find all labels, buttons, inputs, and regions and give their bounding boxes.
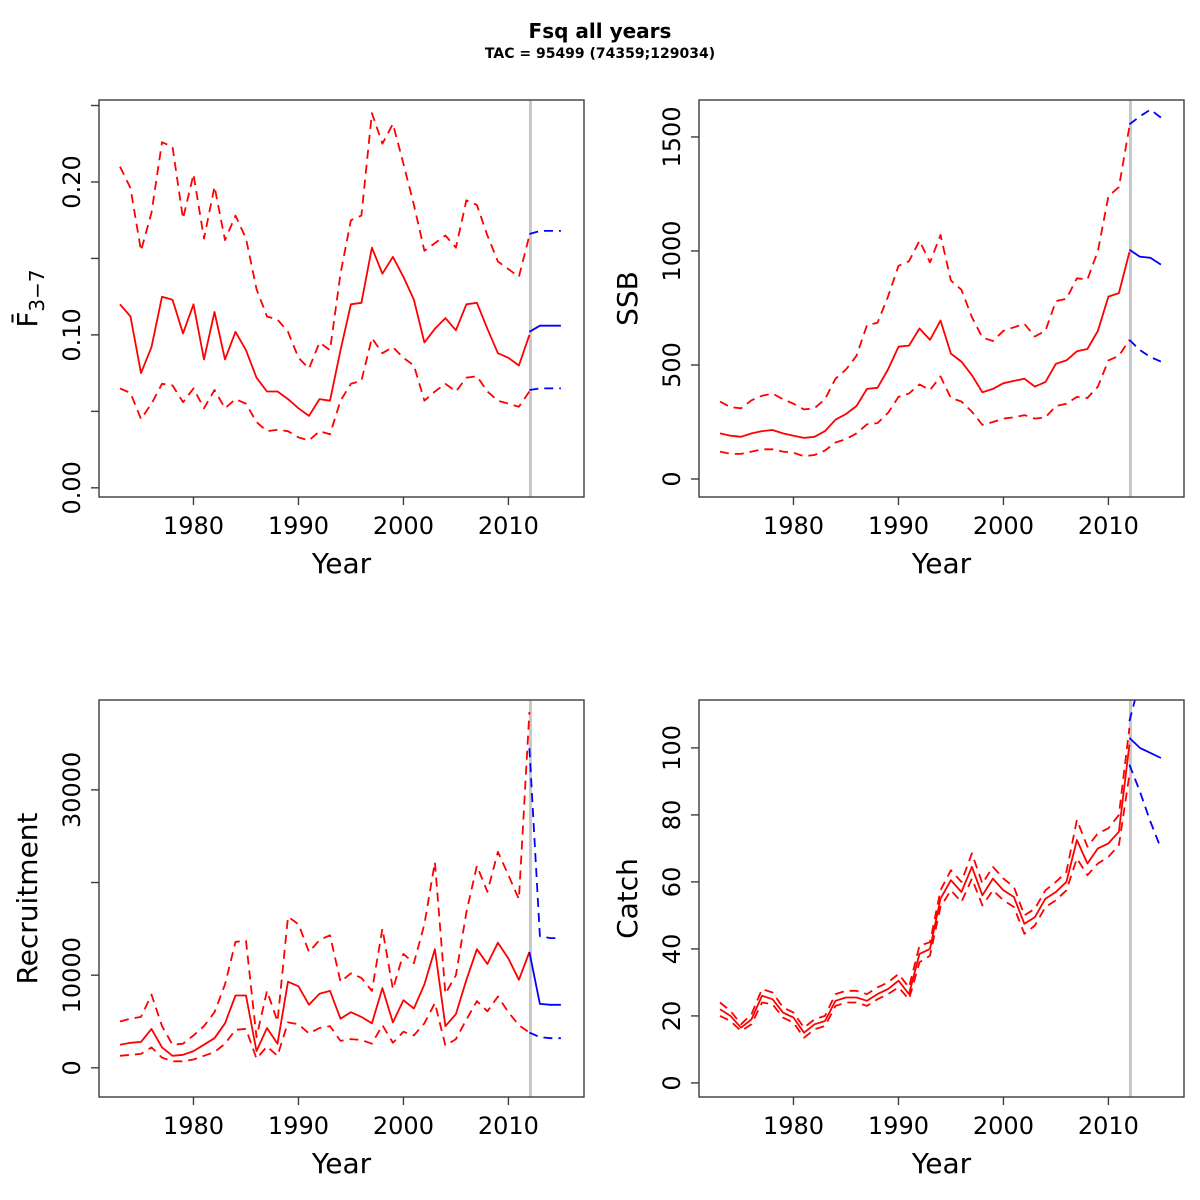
panel-frame	[698, 99, 1185, 498]
y-tick-label: 500	[658, 342, 686, 388]
plot-area-f37	[119, 100, 561, 497]
panel-ssb: 1980 1990 2000 2010 0 500 1000 1500 Year SSB	[611, 99, 1185, 580]
y-tick-label: 20	[658, 1001, 686, 1032]
y-axis-label: F̄3−7	[10, 269, 49, 327]
panel-recruitment: 1980 1990 2000 2010 0 10000 30000 Year Recruitme…	[11, 699, 585, 1180]
historical-median-line	[719, 744, 1131, 1034]
x-axis-label: Year	[311, 547, 372, 580]
historical-lower-ci-line	[719, 774, 1131, 1039]
y-tick-label: 1000	[658, 220, 686, 281]
x-tick-label: 2000	[373, 512, 434, 540]
forecast-median-line	[528, 324, 561, 333]
y-tick-label: 1500	[658, 106, 686, 167]
y-tick-label: 0	[658, 471, 686, 486]
forecast-lower-ci-line	[1128, 339, 1162, 363]
x-tick-label: 1990	[268, 1112, 329, 1140]
plot-area-ssb	[719, 100, 1162, 497]
x-tick-label: 1990	[868, 1112, 929, 1140]
forecast-upper-ci-line	[1128, 108, 1162, 126]
forecast-median-line	[1128, 249, 1162, 266]
historical-lower-ci-line	[719, 339, 1131, 458]
x-tick-label: 2000	[973, 512, 1034, 540]
historical-upper-ci-line	[719, 727, 1131, 1029]
forecast-upper-ci-line	[529, 229, 561, 235]
historical-upper-ci-line	[119, 112, 531, 370]
y-tick-label: 0.00	[58, 461, 86, 514]
y-tick-label: 10000	[58, 937, 86, 1013]
forecast-median-line	[1128, 737, 1162, 759]
forecast-lower-ci-line	[529, 387, 561, 391]
x-tick-label: 1990	[268, 512, 329, 540]
x-tick-label: 2010	[478, 1112, 539, 1140]
forecast-upper-ci-line	[1128, 700, 1136, 722]
plot-area-recruitment	[119, 700, 561, 1097]
y-axis-label: Catch	[611, 858, 644, 939]
x-tick-label: 2010	[1078, 512, 1139, 540]
y-tick-label: 100	[658, 725, 686, 771]
historical-upper-ci-line	[719, 126, 1131, 411]
panel-frame	[98, 699, 585, 1098]
panel-catch: 1980 1990 2000 2010 0 20 40 60 80 100 Year Catch	[611, 699, 1185, 1180]
x-tick-label: 1980	[163, 1112, 224, 1140]
panel-frame	[698, 699, 1185, 1098]
forecast-upper-ci-line	[528, 748, 561, 940]
y-tick-label: 40	[658, 934, 686, 965]
historical-upper-ci-line	[119, 711, 531, 1046]
x-axis-label: Year	[911, 547, 972, 580]
figure-subtitle: TAC = 95499 (74359;129034)	[484, 46, 716, 62]
y-axis-label: Recruitment	[11, 812, 44, 984]
y-tick-label: 0	[58, 1060, 86, 1075]
figure-title: Fsq all years	[528, 19, 672, 43]
y-tick-label: 80	[658, 800, 686, 831]
x-tick-label: 1980	[763, 1112, 824, 1140]
figure-header: Fsq all years TAC = 95499 (74359;129034)	[0, 20, 1200, 63]
x-axis-label: Year	[311, 1147, 372, 1180]
historical-median-line	[719, 251, 1131, 439]
historical-median-line	[119, 941, 531, 1057]
panel-frame	[98, 99, 585, 498]
y-axis-label: SSB	[611, 271, 644, 326]
x-tick-label: 1980	[763, 512, 824, 540]
x-tick-label: 1990	[868, 512, 929, 540]
y-tick-label: 0.20	[58, 155, 86, 208]
x-tick-label: 2010	[478, 512, 539, 540]
x-axis-label: Year	[911, 1147, 972, 1180]
x-tick-label: 2010	[1078, 1112, 1139, 1140]
forecast-lower-ci-line	[1128, 764, 1162, 849]
panel-fbar-3-7: 1980 1990 2000 2010 0.00 0.10 0.20 Year F̄3−7	[10, 99, 585, 580]
y-tick-label: 60	[658, 867, 686, 898]
forecast-median-line	[528, 951, 561, 1006]
x-tick-label: 1980	[163, 512, 224, 540]
historical-lower-ci-line	[119, 337, 531, 442]
y-tick-label: 30000	[58, 752, 86, 828]
x-tick-label: 2000	[973, 1112, 1034, 1140]
plot-area-catch	[719, 700, 1162, 1097]
historical-lower-ci-line	[119, 995, 530, 1063]
y-tick-label: 0.10	[58, 308, 86, 361]
historical-median-line	[119, 246, 531, 417]
y-tick-label: 0	[658, 1075, 686, 1090]
x-tick-label: 2000	[373, 1112, 434, 1140]
forecast-lower-ci-line	[529, 1031, 561, 1040]
